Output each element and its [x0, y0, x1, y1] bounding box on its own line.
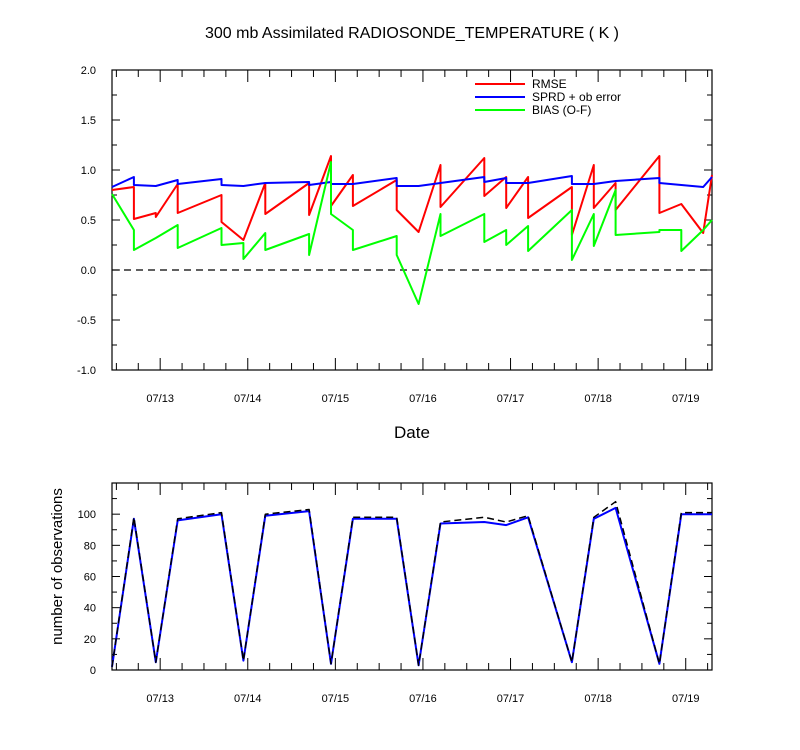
y-tick-label: 60 — [84, 572, 96, 584]
x-tick-label: 07/16 — [409, 693, 437, 705]
y-tick-label: 0.5 — [81, 215, 96, 227]
x-tick-label: 07/16 — [409, 393, 437, 405]
y-tick-label: 2.0 — [81, 65, 96, 77]
x-tick-label: 07/14 — [234, 393, 262, 405]
x-tick-label: 07/18 — [584, 693, 612, 705]
plot-frame — [111, 69, 713, 371]
y-tick-label: 0 — [90, 665, 96, 677]
y-tick-label: 20 — [84, 634, 96, 646]
chart-title: 300 mb Assimilated RADIOSONDE_TEMPERATUR… — [205, 25, 619, 42]
x-tick-label: 07/13 — [146, 393, 174, 405]
x-tick-label: 07/18 — [584, 393, 612, 405]
y-axis-label: number of observations — [49, 488, 66, 645]
top-chart: 300 mb Assimilated RADIOSONDE_TEMPERATUR… — [77, 25, 713, 442]
x-tick-label: 07/17 — [497, 693, 525, 705]
series-line-bias-o-f — [111, 161, 713, 305]
series-line-rmse — [111, 155, 713, 241]
plot-frame — [111, 482, 713, 671]
x-tick-label: 07/19 — [672, 693, 700, 705]
y-tick-label: 1.0 — [81, 165, 96, 177]
x-tick-label: 07/15 — [322, 693, 350, 705]
x-tick-label: 07/15 — [322, 393, 350, 405]
legend-label: RMSE — [532, 77, 567, 91]
y-tick-label: -1.0 — [77, 365, 96, 377]
x-tick-label: 07/19 — [672, 393, 700, 405]
y-tick-label: 0.0 — [81, 265, 96, 277]
y-tick-label: 100 — [78, 509, 96, 521]
y-tick-label: 40 — [84, 603, 96, 615]
legend-label: BIAS (O-F) — [532, 103, 591, 117]
x-tick-label: 07/14 — [234, 693, 262, 705]
series-line-sprd-ob-error — [111, 175, 713, 188]
series-line-possible — [111, 500, 712, 668]
y-tick-label: 1.5 — [81, 115, 96, 127]
y-tick-label: 80 — [84, 540, 96, 552]
y-tick-label: -0.5 — [77, 315, 96, 327]
x-tick-label: 07/17 — [497, 393, 525, 405]
bottom-chart: 07/13 07/14 07/15 07/16 07/17 07/18 07/19 0 20 40… — [49, 482, 713, 705]
x-tick-label: 07/13 — [146, 693, 174, 705]
legend-label: SPRD + ob error — [532, 90, 621, 104]
x-axis-label: Date — [394, 423, 430, 442]
series-line-assimilated — [111, 506, 712, 668]
